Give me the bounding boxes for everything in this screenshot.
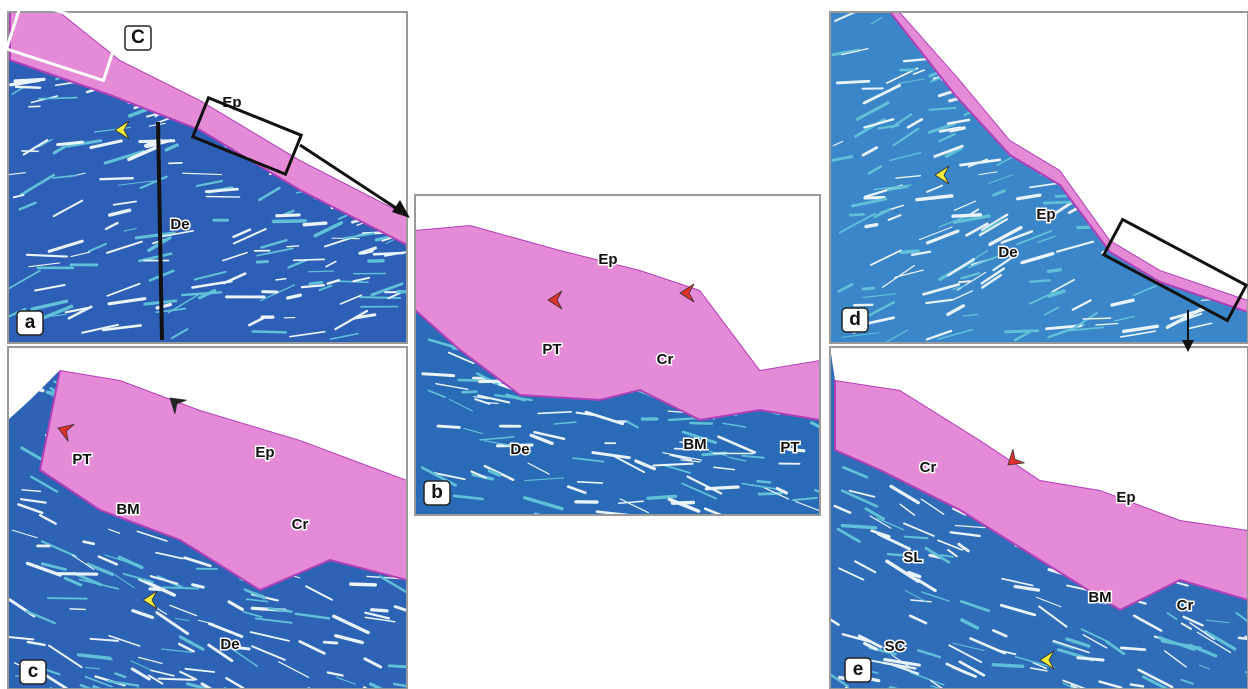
fiber (488, 403, 498, 404)
tissue-label: C (131, 27, 145, 48)
fiber (162, 587, 198, 588)
fiber (253, 331, 286, 332)
fiber (150, 589, 163, 590)
tissue-label: Cr (1177, 597, 1194, 614)
fiber (304, 223, 325, 225)
fiber (16, 87, 40, 88)
fiber (310, 282, 322, 284)
fiber (294, 259, 324, 260)
tissue-label: Cr (292, 516, 309, 533)
tissue-label: Ep (255, 444, 274, 461)
fiber (1059, 2, 1076, 13)
fiber (335, 281, 368, 282)
fiber (865, 197, 884, 198)
fiber (901, 251, 918, 252)
fiber (648, 496, 675, 498)
panel-letter: a (25, 312, 36, 333)
fiber (863, 288, 873, 289)
tissue-label: BM (683, 436, 706, 453)
fiber (1239, 638, 1248, 639)
fiber (673, 503, 694, 504)
fiber (406, 561, 429, 563)
fiber (374, 253, 404, 254)
fiber (324, 642, 337, 643)
fiber (15, 79, 44, 81)
fiber (837, 81, 868, 83)
tissue-label: De (170, 216, 189, 233)
fiber (959, 281, 970, 282)
tissue-label: De (510, 441, 529, 458)
tissue-label: Ep (1036, 206, 1055, 223)
panel-letter: b (431, 482, 443, 503)
fiber (277, 215, 299, 216)
fiber (1005, 331, 1037, 332)
fiber (866, 225, 877, 227)
fiber (351, 584, 375, 585)
fiber (169, 163, 182, 164)
fiber (850, 214, 864, 215)
fiber (360, 297, 400, 298)
fiber (309, 271, 334, 272)
fiber (423, 374, 454, 376)
fiber (953, 215, 980, 216)
tissue-label: Ep (1116, 489, 1135, 506)
fiber (842, 526, 875, 528)
fiber (372, 610, 387, 611)
fiber (691, 423, 712, 424)
tissue-label: PT (542, 341, 561, 358)
tissue-label: Ep (598, 251, 617, 268)
tissue-label: PT (780, 439, 799, 456)
fiber (1049, 270, 1061, 272)
fiber (438, 426, 459, 427)
fiber (1121, 648, 1144, 650)
tissue-label: Cr (920, 459, 937, 476)
fiber (39, 98, 77, 99)
fiber (100, 178, 132, 179)
fiber (758, 481, 771, 482)
tissue-label: SL (903, 549, 922, 566)
panel (830, 0, 1248, 343)
fiber (206, 196, 239, 197)
fiber (463, 392, 477, 393)
fiber (287, 246, 298, 247)
fiber (48, 598, 87, 599)
fiber (257, 262, 267, 263)
fiber (70, 609, 85, 610)
panel-letter: e (853, 659, 864, 680)
fiber (159, 679, 194, 680)
tissue-label: PT (72, 451, 91, 468)
fiber (59, 574, 97, 575)
tissue-label: BM (116, 501, 139, 518)
panel (8, 6, 430, 343)
tissue-label: BM (1088, 589, 1111, 606)
panel-letter: d (849, 309, 861, 330)
panel-letter: c (28, 661, 39, 682)
fiber (1083, 318, 1110, 319)
figure: aCEpDebEpPTCrDeBMPTcPTEpBMCrDedEpDeeCrEp… (0, 0, 1248, 689)
fiber (273, 221, 305, 222)
tissue-label: De (998, 244, 1017, 261)
panel (415, 195, 838, 523)
fiber (993, 665, 1022, 667)
tissue-label: SC (885, 638, 906, 655)
tissue-label: De (220, 636, 239, 653)
tissue-label: Cr (657, 351, 674, 368)
fiber (1030, 280, 1049, 282)
